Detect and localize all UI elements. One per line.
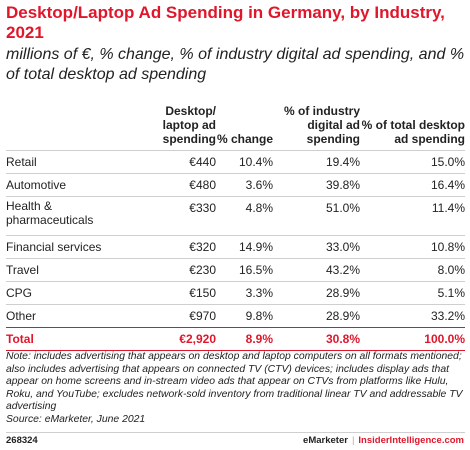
footer-divider [6,432,465,433]
row-label: Retail [6,150,128,174]
table-cell: 15.0% [360,150,465,174]
table-cell: 28.9% [273,304,360,328]
data-table: Desktop/ laptop ad spending % change % o… [6,104,465,351]
total-cell: 100.0% [360,327,465,351]
total-cell: 8.9% [216,327,273,351]
column-header [6,104,128,151]
table-cell: €480 [128,173,216,197]
table-cell: 3.3% [216,281,273,305]
table-cell: 5.1% [360,281,465,305]
table-cell: 9.8% [216,304,273,328]
total-row: Total €2,920 8.9% 30.8% 100.0% [6,327,465,351]
table-row: Travel €230 16.5% 43.2% 8.0% [6,258,465,282]
table-cell: 28.9% [273,281,360,305]
table-cell: 14.9% [216,235,273,259]
column-header: % of total desktop ad spending [361,118,465,146]
note-text: Note: includes advertising that appears … [6,351,463,413]
total-cell: €2,920 [128,327,216,351]
table-cell: 4.8% [216,196,273,236]
column-header: % of industry digital ad spending [283,104,360,146]
table-cell: 19.4% [273,150,360,174]
table-cell: 33.0% [273,235,360,259]
row-label: Health & pharmaceuticals [6,196,128,236]
brand-emarketer: eMarketer [303,435,348,446]
table-cell: €440 [128,150,216,174]
table-cell: €230 [128,258,216,282]
table-cell: 3.6% [216,173,273,197]
table-cell: €150 [128,281,216,305]
table-cell: 10.8% [360,235,465,259]
brand-insider-intelligence: InsiderIntelligence.com [358,435,464,446]
table-cell: 39.8% [273,173,360,197]
chart-note: Note: includes advertising that appears … [6,351,466,427]
table-cell: €970 [128,304,216,328]
table-cell: €320 [128,235,216,259]
table-row: Health & pharmaceuticals €330 4.8% 51.0%… [6,196,465,236]
column-header: Desktop/ laptop ad spending [162,104,216,146]
row-label: Other [6,304,128,328]
chart-title: Desktop/Laptop Ad Spending in Germany, b… [6,3,445,42]
chart-id: 268324 [6,435,38,446]
row-label: Financial services [6,235,128,259]
table-row: CPG €150 3.3% 28.9% 5.1% [6,281,465,305]
total-cell: 30.8% [273,327,360,351]
table-cell: 16.4% [360,173,465,197]
table-cell: €330 [128,196,216,236]
table-cell: 16.5% [216,258,273,282]
table-cell: 43.2% [273,258,360,282]
column-header: % change [216,132,273,146]
table-cell: 11.4% [360,196,465,236]
table-row: Other €970 9.8% 28.9% 33.2% [6,304,465,328]
footer-brand: eMarketer | InsiderIntelligence.com [303,435,464,446]
row-label: Automotive [6,173,128,197]
total-label: Total [6,327,128,351]
row-label: CPG [6,281,128,305]
table-cell: 10.4% [216,150,273,174]
chart-subtitle: millions of €, % change, % of industry d… [6,46,465,83]
table-cell: 51.0% [273,196,360,236]
table-header-row: Desktop/ laptop ad spending % change % o… [6,104,465,151]
table-row: Financial services €320 14.9% 33.0% 10.8… [6,235,465,259]
row-label: Travel [6,258,128,282]
table-row: Automotive €480 3.6% 39.8% 16.4% [6,173,465,197]
table-row: Retail €440 10.4% 19.4% 15.0% [6,150,465,174]
table-cell: 33.2% [360,304,465,328]
table-cell: 8.0% [360,258,465,282]
source-text: Source: eMarketer, June 2021 [6,413,146,425]
brand-separator: | [351,435,355,446]
